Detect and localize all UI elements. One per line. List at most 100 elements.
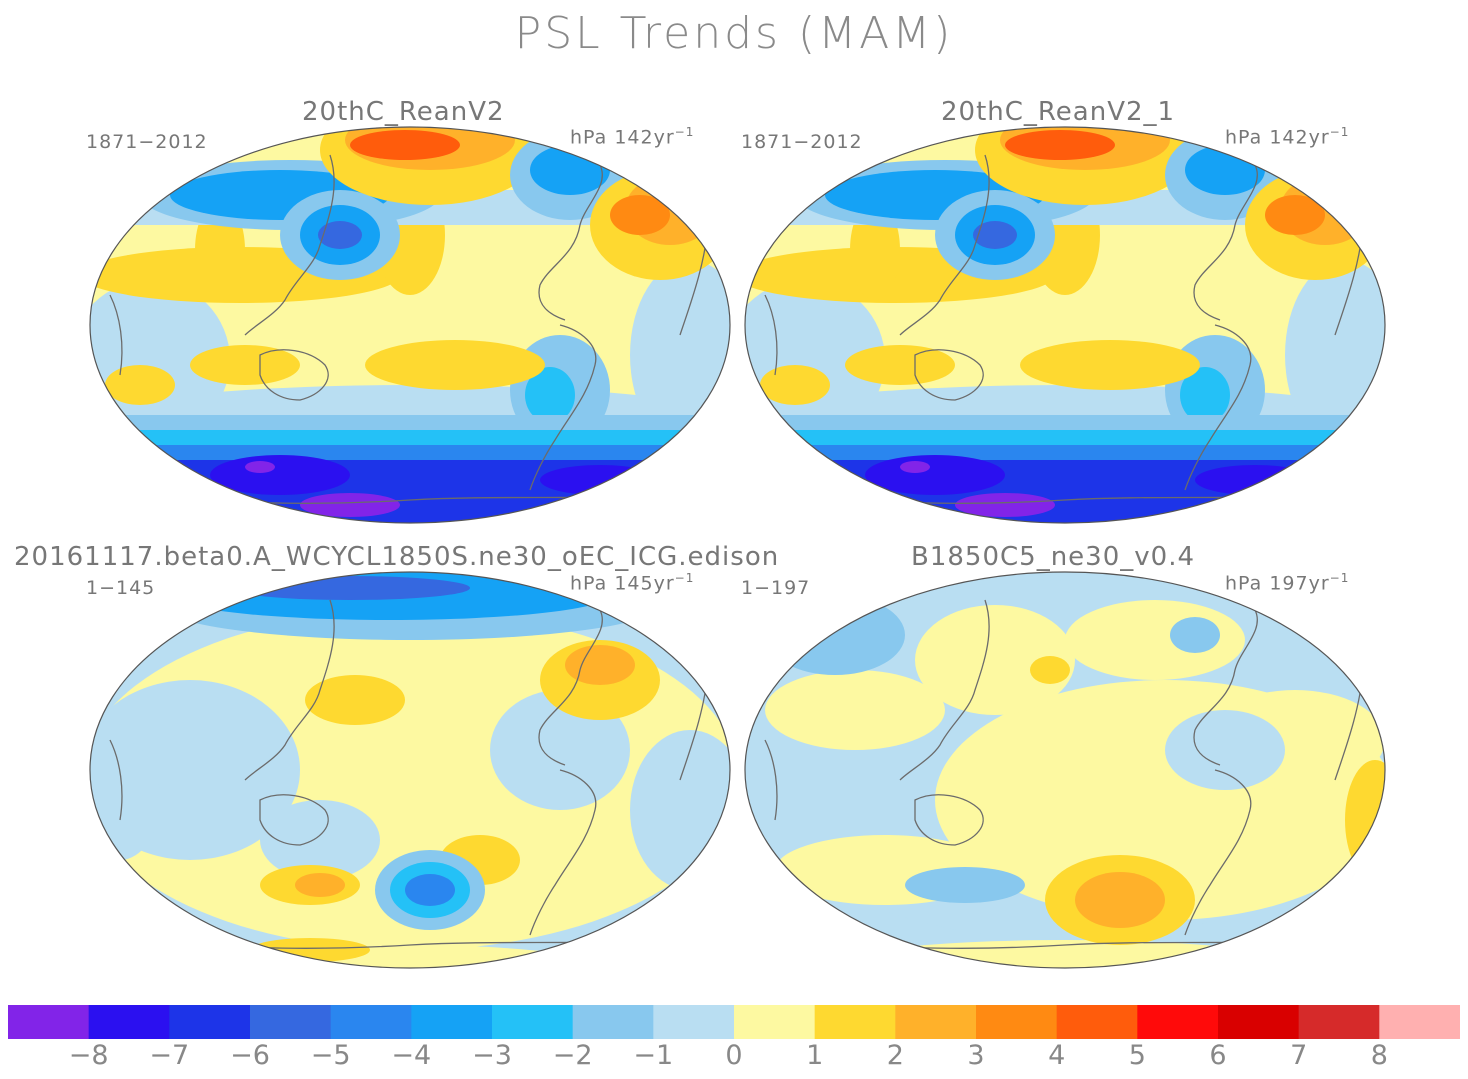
coastline bbox=[529, 324, 597, 491]
contour-region bbox=[1165, 710, 1285, 790]
contour-region bbox=[1185, 145, 1265, 195]
colorbar-tick-label: −6 bbox=[230, 1040, 270, 1071]
robinson-map bbox=[89, 571, 731, 969]
colorbar-swatch bbox=[411, 1005, 493, 1039]
map-panel-1: 20thC_ReanV2 1871−2012 hPa 142yr−1 bbox=[80, 95, 740, 545]
contour-region bbox=[565, 645, 635, 685]
units-label: hPa 145yr−1 bbox=[570, 571, 695, 595]
panel-title: 20161117.beta0.A_WCYCL1850S.ne30_oEC_ICG… bbox=[14, 542, 780, 572]
colorbar-tick-label: 1 bbox=[806, 1040, 824, 1071]
coastline bbox=[914, 349, 984, 401]
contour-region bbox=[90, 740, 160, 860]
colorbar-swatch bbox=[250, 1005, 332, 1039]
units-label: hPa 142yr−1 bbox=[1225, 125, 1350, 149]
period-label: 1871−2012 bbox=[86, 131, 208, 153]
panel-title: 20thC_ReanV2_1 bbox=[941, 97, 1176, 127]
contour-region bbox=[245, 461, 275, 473]
map-outline bbox=[744, 571, 1386, 969]
contour-region bbox=[190, 345, 300, 385]
colorbar-swatch bbox=[572, 1005, 654, 1039]
map-outline bbox=[89, 571, 731, 969]
colorbar-swatch bbox=[88, 1005, 170, 1039]
contour-region bbox=[525, 367, 575, 423]
map-panel-4: 1−197 B1850C5_ne30_v0.4 hPa 197yr−1 bbox=[735, 540, 1395, 990]
contour-region bbox=[90, 460, 730, 523]
map-panel-2: 20thC_ReanV2_1 1871−2012 hPa 142yr−1 bbox=[735, 95, 1395, 545]
contour-region bbox=[745, 460, 1385, 523]
units-label: hPa 197yr−1 bbox=[1225, 571, 1350, 595]
contour-region bbox=[295, 873, 345, 897]
robinson-map bbox=[744, 126, 1386, 524]
contour-region bbox=[260, 800, 380, 880]
colorbar-swatch bbox=[734, 1005, 816, 1039]
colorbar-swatch bbox=[8, 1005, 90, 1039]
contour-region bbox=[105, 365, 175, 405]
coastline bbox=[529, 769, 597, 936]
robinson-map bbox=[744, 571, 1386, 969]
contour-region bbox=[610, 195, 670, 235]
contour-region bbox=[1030, 656, 1070, 684]
colorbar-swatch bbox=[1379, 1005, 1460, 1039]
contour-region bbox=[905, 867, 1025, 903]
colorbar-tick-label: 2 bbox=[886, 1040, 904, 1071]
period-label: 1871−2012 bbox=[741, 131, 863, 153]
map-outline bbox=[744, 126, 1386, 524]
coastline bbox=[899, 599, 990, 781]
colorbar-swatch bbox=[169, 1005, 251, 1039]
panel-title: B1850C5_ne30_v0.4 bbox=[911, 542, 1195, 572]
figure-title: PSL Trends (MAM) bbox=[514, 8, 954, 59]
coastline bbox=[899, 154, 990, 336]
panel-title: 20thC_ReanV2 bbox=[302, 97, 505, 127]
contour-region bbox=[490, 690, 630, 810]
colorbar-tick-label: 7 bbox=[1290, 1040, 1308, 1071]
coastline bbox=[1184, 769, 1252, 936]
contour-region bbox=[815, 940, 1315, 968]
colorbar-tick-label: −8 bbox=[68, 1040, 109, 1071]
colorbar-tick-label: 3 bbox=[967, 1040, 985, 1071]
contour-region bbox=[1180, 367, 1230, 423]
colorbar-tick-label: 5 bbox=[1128, 1040, 1146, 1071]
contour-region bbox=[1265, 195, 1325, 235]
contour-region bbox=[305, 675, 405, 725]
map-outline bbox=[89, 126, 731, 524]
coastline bbox=[914, 794, 984, 846]
colorbar-tick-label: −4 bbox=[391, 1040, 432, 1071]
coastline bbox=[244, 154, 335, 336]
coastline bbox=[109, 739, 123, 821]
contour-region bbox=[210, 455, 350, 495]
contour-region bbox=[350, 130, 460, 160]
colorbar-tick-label: 4 bbox=[1048, 1040, 1066, 1071]
colorbar-tick-label: 0 bbox=[725, 1040, 743, 1071]
coastline bbox=[259, 794, 329, 846]
contour-region bbox=[915, 605, 1075, 715]
contour-region bbox=[760, 365, 830, 405]
contour-region bbox=[1195, 465, 1315, 495]
contour-region bbox=[405, 874, 455, 906]
coastline bbox=[1184, 324, 1252, 491]
coastline bbox=[244, 599, 335, 781]
contour-region bbox=[955, 493, 1055, 517]
colorbar-swatch bbox=[1218, 1005, 1300, 1039]
colorbar-labels: −8 −7 −6 −5 −4 −3 −2 −1 0 1 2 3 4 5 6 7 8 bbox=[8, 1040, 1460, 1076]
contour-region bbox=[1020, 340, 1200, 390]
contour-region bbox=[300, 493, 400, 517]
colorbar-swatch bbox=[330, 1005, 412, 1039]
contour-region bbox=[1075, 872, 1165, 928]
coastline bbox=[259, 349, 329, 401]
robinson-map bbox=[89, 126, 731, 524]
contour-region bbox=[230, 576, 470, 600]
contour-region bbox=[973, 221, 1017, 249]
contour-region bbox=[365, 340, 545, 390]
contour-region bbox=[865, 455, 1005, 495]
contour-region bbox=[1170, 617, 1220, 653]
colorbar-swatch bbox=[814, 1005, 896, 1039]
colorbar-tick-label: −7 bbox=[149, 1040, 190, 1071]
coastline bbox=[764, 739, 778, 821]
colorbar-swatch bbox=[492, 1005, 574, 1039]
colorbar-tick-label: 6 bbox=[1209, 1040, 1227, 1071]
colorbar-swatch bbox=[976, 1005, 1058, 1039]
colorbar-swatch bbox=[1056, 1005, 1138, 1039]
contour-region bbox=[900, 461, 930, 473]
contour-region bbox=[1005, 130, 1115, 160]
colorbar bbox=[8, 1005, 1460, 1039]
